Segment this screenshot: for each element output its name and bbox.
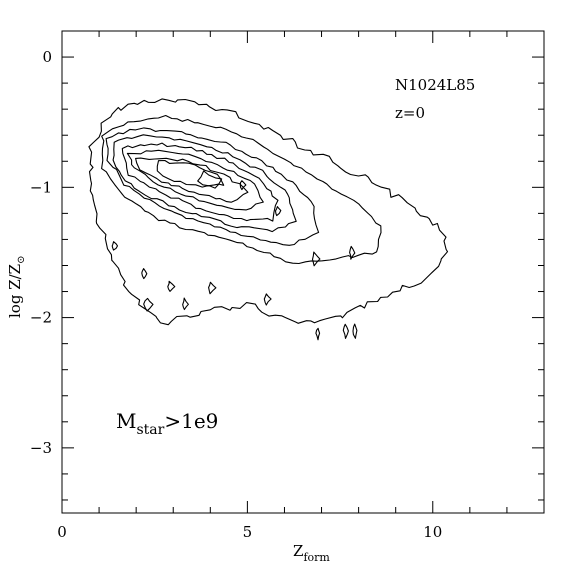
contour-level-4 [112, 134, 297, 233]
contour-island [111, 241, 119, 251]
mass-cut-main: M [116, 409, 136, 433]
contour-island [239, 180, 247, 191]
y-tick-label: −3 [30, 439, 52, 457]
y-tick-label: −1 [30, 178, 52, 196]
x-axis-label: Zform [293, 542, 330, 564]
mass-cut-rest: >1e9 [164, 409, 218, 433]
contour-island [182, 297, 189, 311]
x-axis-label-main: Z [293, 542, 303, 560]
contour-level-1 [88, 98, 449, 326]
y-axis-label-main: log Z/Z [6, 264, 24, 318]
redshift-label: z=0 [395, 104, 425, 122]
y-tick-label: 0 [42, 48, 52, 66]
contour-island [274, 206, 282, 217]
contour-island [208, 281, 217, 295]
contour-island [141, 268, 148, 280]
run-name-label: N1024L85 [395, 76, 475, 94]
contour-level-6 [126, 149, 264, 211]
y-axis-label: log Z/Z⊙ [6, 256, 27, 319]
contour-island [263, 293, 272, 306]
contour-level-2 [101, 114, 382, 265]
x-tick-label: 10 [423, 523, 442, 541]
contour-island [167, 280, 176, 292]
tick-labels: 0 5 10 0 −1 −2 −3 [30, 48, 442, 541]
contour-island [315, 327, 321, 341]
mass-cut-label: Mstar>1e9 [116, 409, 218, 438]
contour-island [342, 323, 349, 339]
contour-level-5 [121, 142, 279, 222]
contour-level-7 [135, 157, 249, 203]
contour-island [352, 323, 358, 339]
contour-island [349, 245, 356, 260]
mass-cut-sub: star [136, 422, 164, 438]
contour-lines [88, 98, 449, 341]
contour-island [143, 297, 154, 312]
axis-ticks [61, 30, 545, 513]
contour-level-3 [105, 127, 320, 246]
y-axis-label-sub: ⊙ [16, 256, 27, 264]
y-tick-label: −2 [30, 309, 52, 327]
x-tick-label: 0 [57, 523, 67, 541]
x-tick-label: 5 [243, 523, 253, 541]
contour-level-9 [197, 170, 223, 189]
plot-frame [61, 30, 545, 514]
x-axis-label-sub: form [303, 551, 330, 564]
contour-island [311, 251, 321, 267]
